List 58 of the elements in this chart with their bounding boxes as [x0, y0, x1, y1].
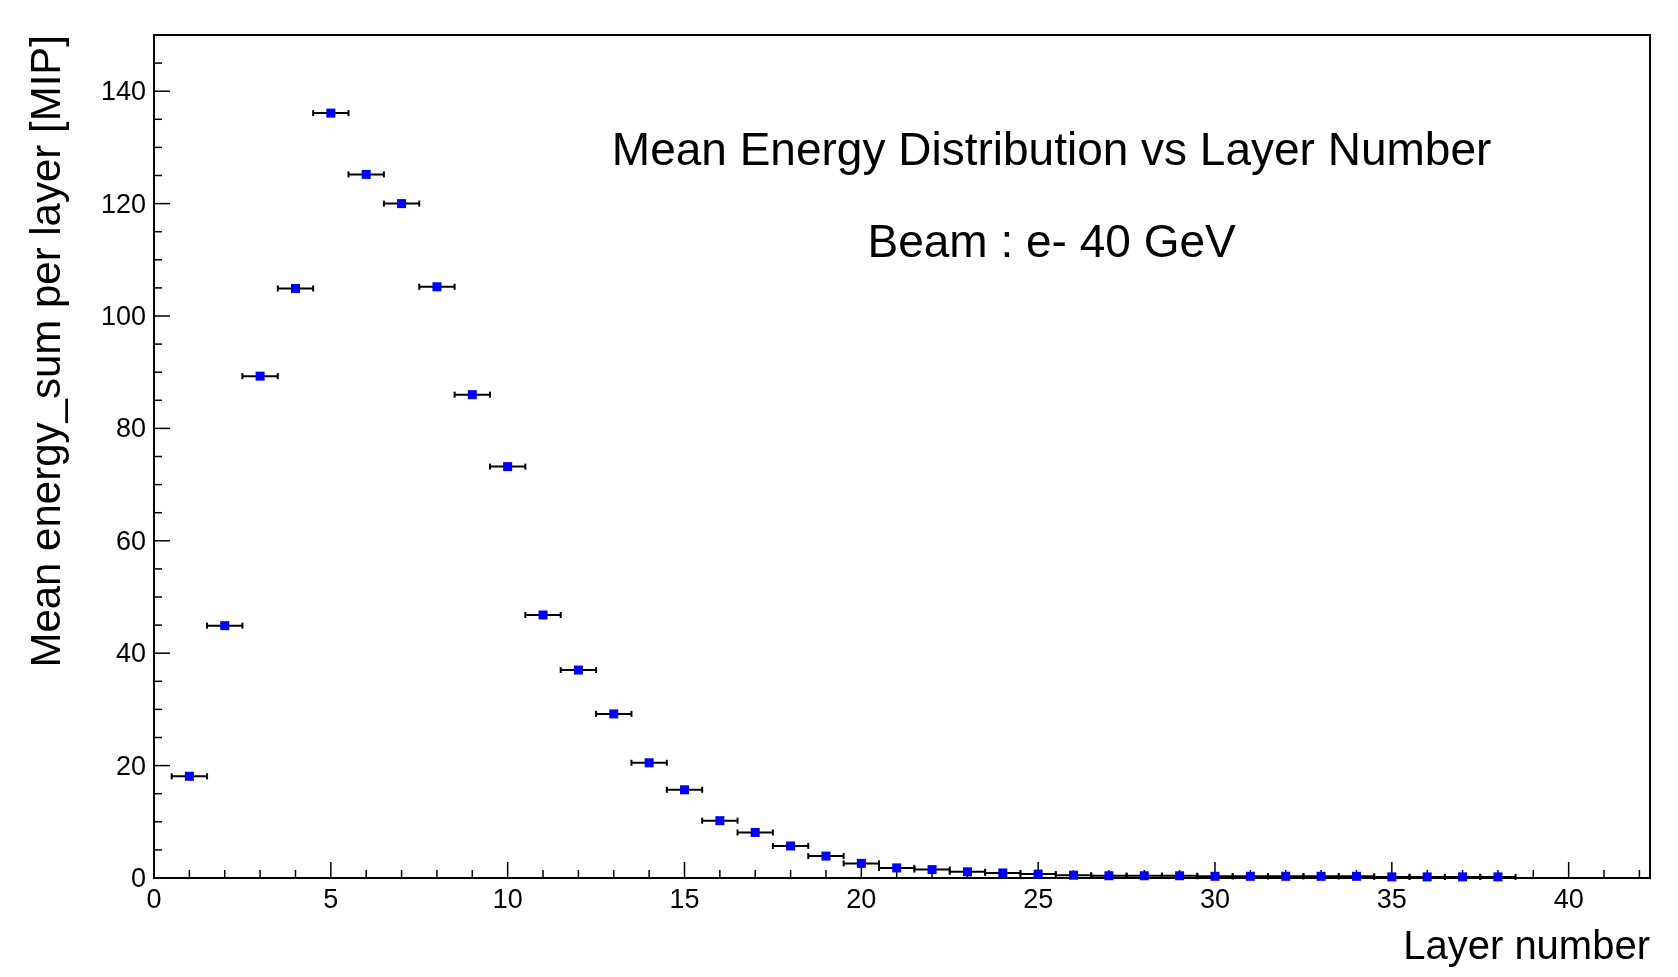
- point: [1033, 869, 1043, 879]
- point: [786, 841, 796, 851]
- point: [1387, 872, 1397, 882]
- text: Mean Energy Distribution vs Layer Number: [611, 123, 1492, 175]
- point: [573, 665, 583, 675]
- point: [255, 371, 265, 381]
- point: [715, 816, 725, 826]
- point: [821, 851, 831, 861]
- point: [538, 610, 548, 620]
- point: [1104, 871, 1114, 881]
- point: [220, 621, 230, 631]
- y-tick-label: 100: [100, 301, 146, 331]
- point: [1422, 872, 1432, 882]
- x-tick-label: 30: [1199, 884, 1231, 914]
- point: [962, 867, 972, 877]
- text: Beam : e- 40 GeV: [867, 215, 1236, 267]
- point: [503, 462, 513, 472]
- point: [467, 390, 477, 400]
- point: [1245, 871, 1255, 881]
- point: [1069, 870, 1079, 880]
- point: [184, 771, 194, 781]
- x-tick-label: 15: [669, 884, 700, 914]
- y-tick-label: 40: [115, 638, 146, 669]
- point: [1351, 871, 1361, 881]
- point: [892, 863, 902, 873]
- point: [397, 199, 407, 209]
- y-tick-label: 80: [115, 413, 146, 444]
- point: [1139, 871, 1149, 881]
- point: [1493, 872, 1503, 882]
- point: [1458, 872, 1468, 882]
- y-axis-title: Mean energy_sum per layer [MIP]: [22, 35, 69, 668]
- y-tick-label: 0: [130, 863, 146, 893]
- point: [998, 868, 1008, 878]
- x-tick-label: 5: [323, 884, 339, 914]
- x-tick-label: 25: [1023, 884, 1054, 914]
- point: [750, 827, 760, 837]
- point: [927, 865, 937, 875]
- point: [326, 108, 336, 118]
- x-tick-label: 10: [492, 884, 523, 914]
- point: [1281, 871, 1291, 881]
- point: [1210, 871, 1220, 881]
- x-axis-title: Layer number: [1403, 923, 1650, 967]
- point: [609, 709, 619, 719]
- y-tick-label: 140: [100, 76, 146, 107]
- x-tick-label: 20: [846, 884, 877, 914]
- point: [680, 785, 689, 795]
- y-tick-label: 60: [115, 525, 146, 556]
- point: [1175, 871, 1185, 881]
- point: [290, 283, 300, 293]
- x-tick-label: 35: [1376, 884, 1407, 914]
- point: [1316, 871, 1326, 881]
- point: [856, 858, 866, 868]
- point: [432, 282, 442, 292]
- x-tick-label: 40: [1553, 884, 1584, 914]
- y-tick-label: 20: [115, 750, 146, 781]
- point: [644, 758, 654, 768]
- y-tick-label: 120: [100, 188, 146, 219]
- point: [361, 169, 371, 179]
